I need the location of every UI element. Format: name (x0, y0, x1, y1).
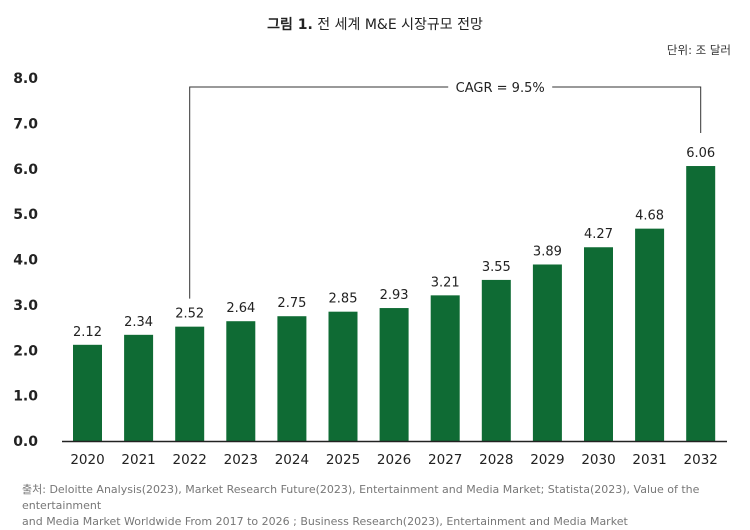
bar (175, 326, 205, 441)
data-label: 3.55 (482, 260, 511, 275)
bar (430, 295, 460, 441)
bar (584, 247, 613, 441)
chart-title: 그림 1. 전 세계 M&E 시장규모 전망 (0, 14, 750, 34)
x-tick-label: 2025 (326, 452, 360, 468)
y-tick-label: 1.0 (13, 389, 38, 405)
y-tick-label: 2.0 (13, 343, 38, 359)
y-tick-label: 4.0 (13, 253, 38, 269)
x-tick-label: 2027 (428, 452, 462, 468)
x-tick-label: 2021 (121, 452, 155, 468)
data-label: 4.27 (584, 227, 613, 242)
data-label: 6.06 (686, 146, 715, 161)
cagr-bracket-right (552, 86, 702, 134)
x-tick-label: 2032 (684, 452, 718, 468)
y-tick-label: 6.0 (13, 162, 38, 178)
y-tick-label: 8.0 (13, 71, 38, 87)
data-label: 2.34 (124, 315, 153, 330)
figure-number: 그림 1. (267, 17, 313, 33)
x-tick-label: 2028 (479, 452, 513, 468)
data-label: 2.93 (380, 288, 409, 303)
bar (379, 308, 409, 441)
bar (226, 321, 256, 441)
data-label: 3.89 (533, 244, 562, 259)
x-tick-label: 2023 (224, 452, 258, 468)
bar (532, 264, 562, 441)
x-tick-label: 2020 (70, 452, 104, 468)
data-label: 2.12 (73, 325, 102, 340)
x-tick-label: 2022 (173, 452, 207, 468)
bar-chart: 0.0 1.0 2.0 3.0 4.0 5.0 6.0 7.0 8.0 2.12 2020 2.34 2… (13, 71, 727, 468)
title-text: 전 세계 M&E 시장규모 전망 (317, 17, 483, 33)
x-tick-label: 2024 (275, 452, 309, 468)
x-tick-label: 2026 (377, 452, 411, 468)
y-tick-label: 3.0 (13, 298, 38, 314)
y-tick-label: 5.0 (13, 207, 38, 223)
data-label: 2.52 (175, 307, 204, 322)
bar (328, 311, 358, 441)
y-tick-label: 7.0 (13, 116, 38, 132)
data-label: 2.75 (277, 296, 306, 311)
cagr-label: CAGR = 9.5% (456, 81, 545, 96)
bar (635, 228, 665, 441)
source-line: 출처: Deloitte Analysis(2023), Market Rese… (22, 483, 700, 512)
data-label: 3.21 (431, 275, 460, 290)
bar (124, 334, 154, 441)
unit-label: 단위: 조 달러 (666, 43, 731, 57)
data-label: 2.85 (329, 292, 358, 307)
x-tick-label: 2031 (632, 452, 666, 468)
source-line: and Media Market Worldwide From 2017 to … (22, 515, 628, 528)
y-tick-label: 0.0 (13, 434, 38, 450)
bar (277, 316, 307, 441)
bar (481, 279, 511, 441)
x-tick-label: 2029 (530, 452, 564, 468)
data-label: 4.68 (635, 209, 664, 224)
data-label: 2.64 (226, 301, 255, 316)
x-tick-label: 2030 (581, 452, 615, 468)
bar (686, 166, 716, 441)
bar (73, 344, 102, 441)
cagr-bracket-left (189, 86, 449, 299)
